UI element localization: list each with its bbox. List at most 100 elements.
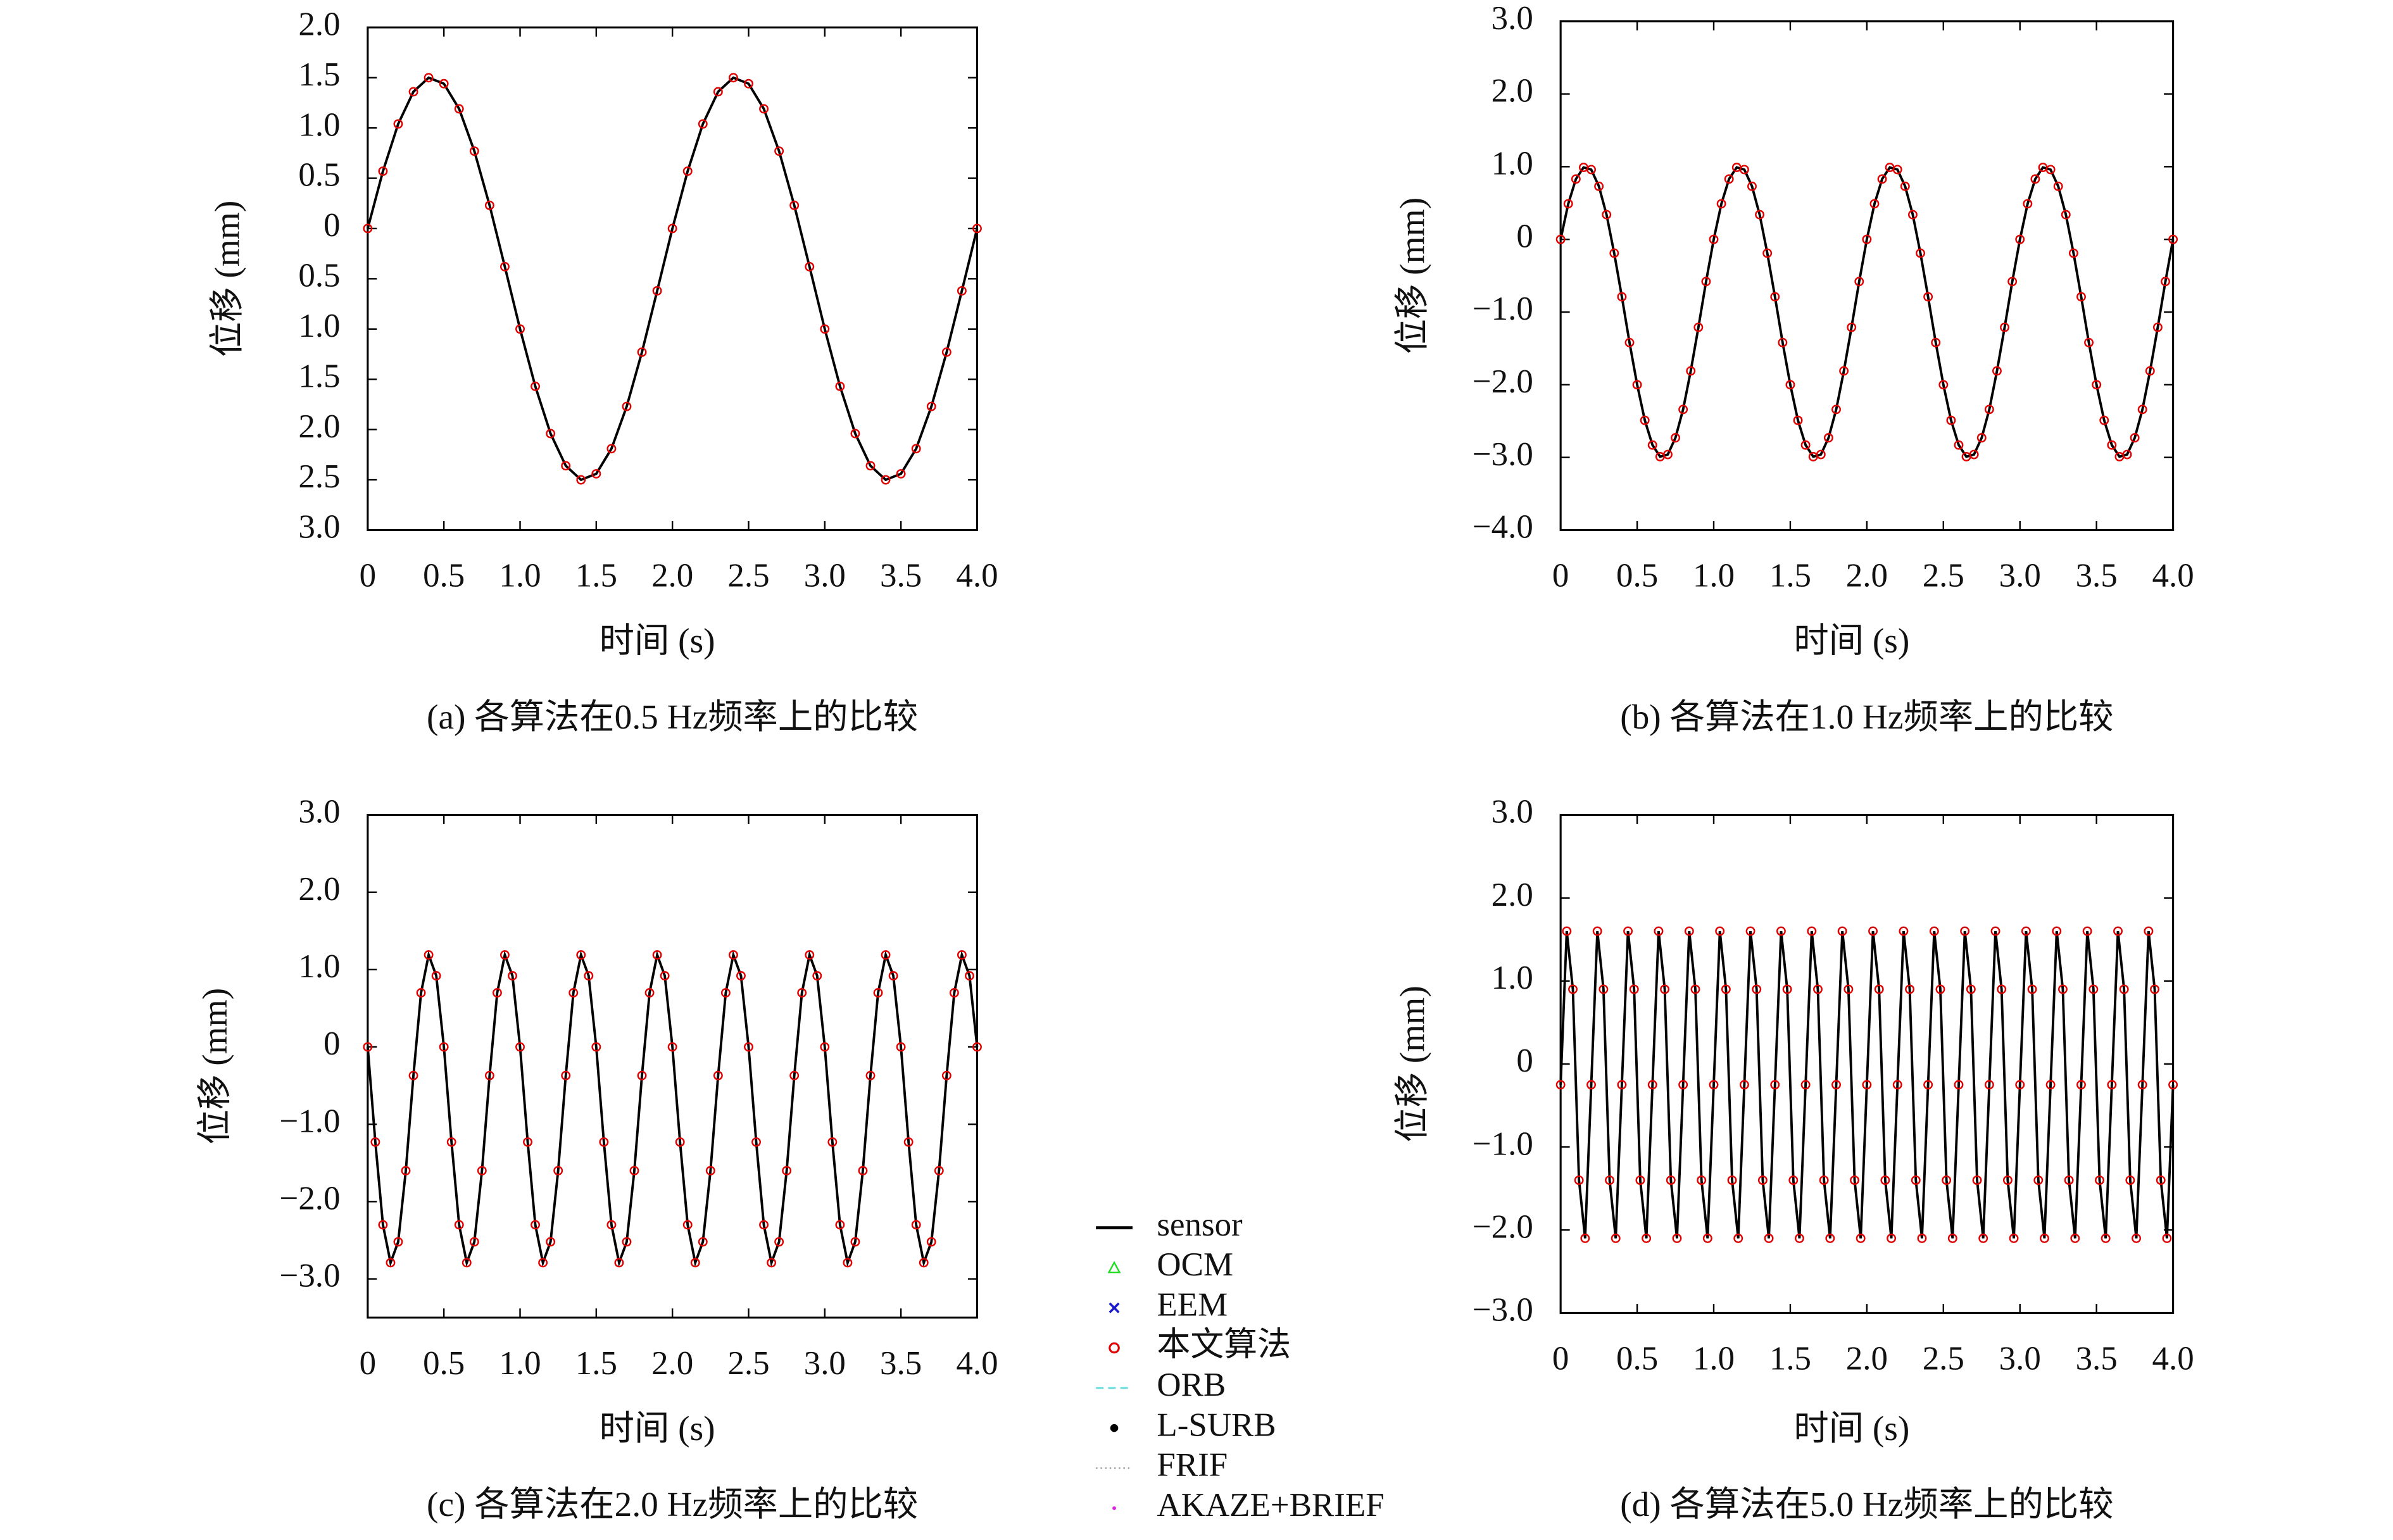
y-tick-label: 1.5 [298, 358, 340, 394]
series-marker [1984, 404, 1994, 415]
x-tick-label: 1.0 [1693, 558, 1735, 594]
x-tick-label: 2.5 [1923, 558, 1964, 594]
series-marker [1666, 1175, 1676, 1186]
series-marker [1923, 292, 1933, 302]
series-marker [446, 1137, 456, 1147]
series-marker [2168, 234, 2178, 244]
series-marker [835, 381, 845, 391]
series-marker [926, 1237, 936, 1247]
series-marker [2162, 1233, 2172, 1243]
y-tick-label: −1.0 [1473, 1125, 1533, 1162]
series-marker [637, 1070, 647, 1080]
series-marker [1757, 1175, 1768, 1186]
series-marker [2053, 181, 2063, 191]
series-marker [1960, 926, 1970, 936]
series-marker [1856, 1233, 1866, 1243]
series-marker [424, 950, 434, 960]
x-tick-label: 2.0 [651, 1345, 693, 1382]
legend-label: AKAZE+BRIEF [1157, 1487, 1384, 1524]
series-marker [2009, 1233, 2019, 1243]
series-marker [2119, 984, 2129, 994]
series-marker [584, 971, 594, 981]
series-marker [881, 950, 891, 960]
series-marker [2021, 926, 2031, 936]
series-marker [926, 401, 936, 411]
series-marker [508, 971, 517, 981]
y-tick-label: −1.0 [279, 1103, 340, 1139]
series-marker [1978, 1233, 1988, 1243]
x-tick-label: 0 [1552, 558, 1569, 594]
series-marker [652, 285, 662, 296]
series-marker [934, 1166, 944, 1175]
x-tick-label: 1.5 [1769, 558, 1811, 594]
x-tick-label: 2.0 [651, 558, 693, 594]
x-tick-label: 0 [360, 558, 376, 594]
series-marker [1938, 380, 1949, 390]
series-marker [378, 1220, 388, 1230]
series-marker [1640, 415, 1650, 425]
legend-label: 本文算法 [1157, 1327, 1291, 1363]
series-marker [1892, 165, 1902, 175]
series-marker [1923, 1080, 1933, 1090]
series-marker [1678, 404, 1688, 415]
y-tick-label: 2.0 [1492, 877, 1533, 913]
series-marker [378, 166, 388, 176]
series-marker [1900, 181, 1910, 191]
series-marker [2125, 1175, 2135, 1186]
series-marker [805, 261, 815, 272]
series-marker [2039, 1233, 2049, 1243]
series-marker [896, 1042, 906, 1052]
series-marker [1623, 926, 1633, 936]
series-marker [1880, 1175, 1890, 1186]
series-marker [2076, 292, 2086, 302]
x-tick-label: 2.5 [727, 558, 769, 594]
series-marker [713, 87, 723, 97]
series-marker [2030, 174, 2040, 184]
series-marker [424, 73, 434, 83]
series-marker [1794, 1233, 1804, 1243]
series-marker [941, 347, 952, 357]
series-line [366, 950, 979, 1267]
series-marker [881, 475, 891, 485]
x-tick-label: 0.5 [423, 1345, 465, 1382]
y-tick-label: 3.0 [298, 509, 340, 546]
y-tick-label: 1.0 [298, 106, 340, 143]
x-tick-label: 2.0 [1846, 558, 1888, 594]
series-marker [1793, 415, 1803, 425]
series-marker [1877, 174, 1887, 184]
x-tick-label: 2.5 [1923, 1341, 1964, 1377]
series-marker [835, 1220, 845, 1230]
series-marker [820, 324, 830, 334]
series-marker [1990, 926, 2000, 936]
series-marker [531, 381, 541, 391]
series-marker [1562, 926, 1572, 936]
series-marker [1721, 984, 1731, 994]
series-marker [972, 1042, 982, 1052]
series-marker [812, 971, 822, 981]
x-tick-label: 4.0 [956, 558, 998, 594]
series-marker [568, 988, 579, 998]
plot-frame [1559, 20, 2175, 532]
series-marker [1825, 1233, 1835, 1243]
series-marker [1629, 984, 1639, 994]
x-axis-label: 时间 (s) [1793, 1409, 1909, 1448]
series-marker [2113, 926, 2123, 936]
y-tick-label: 1.0 [298, 948, 340, 985]
series-marker [1586, 165, 1596, 175]
series-marker [698, 1237, 708, 1247]
series-marker [1917, 1233, 1927, 1243]
x-tick-label: 2.5 [727, 1345, 769, 1382]
series-marker [675, 1137, 685, 1147]
x-axis-label: 时间 (s) [600, 1409, 715, 1448]
series-marker [1905, 984, 1915, 994]
series-marker [515, 1042, 525, 1052]
x-axis-label: 时间 (s) [1793, 622, 1909, 660]
series-marker [1568, 984, 1578, 994]
series-marker [2132, 1233, 2141, 1243]
y-tick-label: 3.0 [1492, 0, 1533, 37]
series-marker [439, 1042, 449, 1052]
series-marker [1574, 1175, 1584, 1186]
series-marker [2152, 322, 2163, 332]
series-marker [1911, 1175, 1921, 1186]
series-marker [911, 444, 921, 454]
